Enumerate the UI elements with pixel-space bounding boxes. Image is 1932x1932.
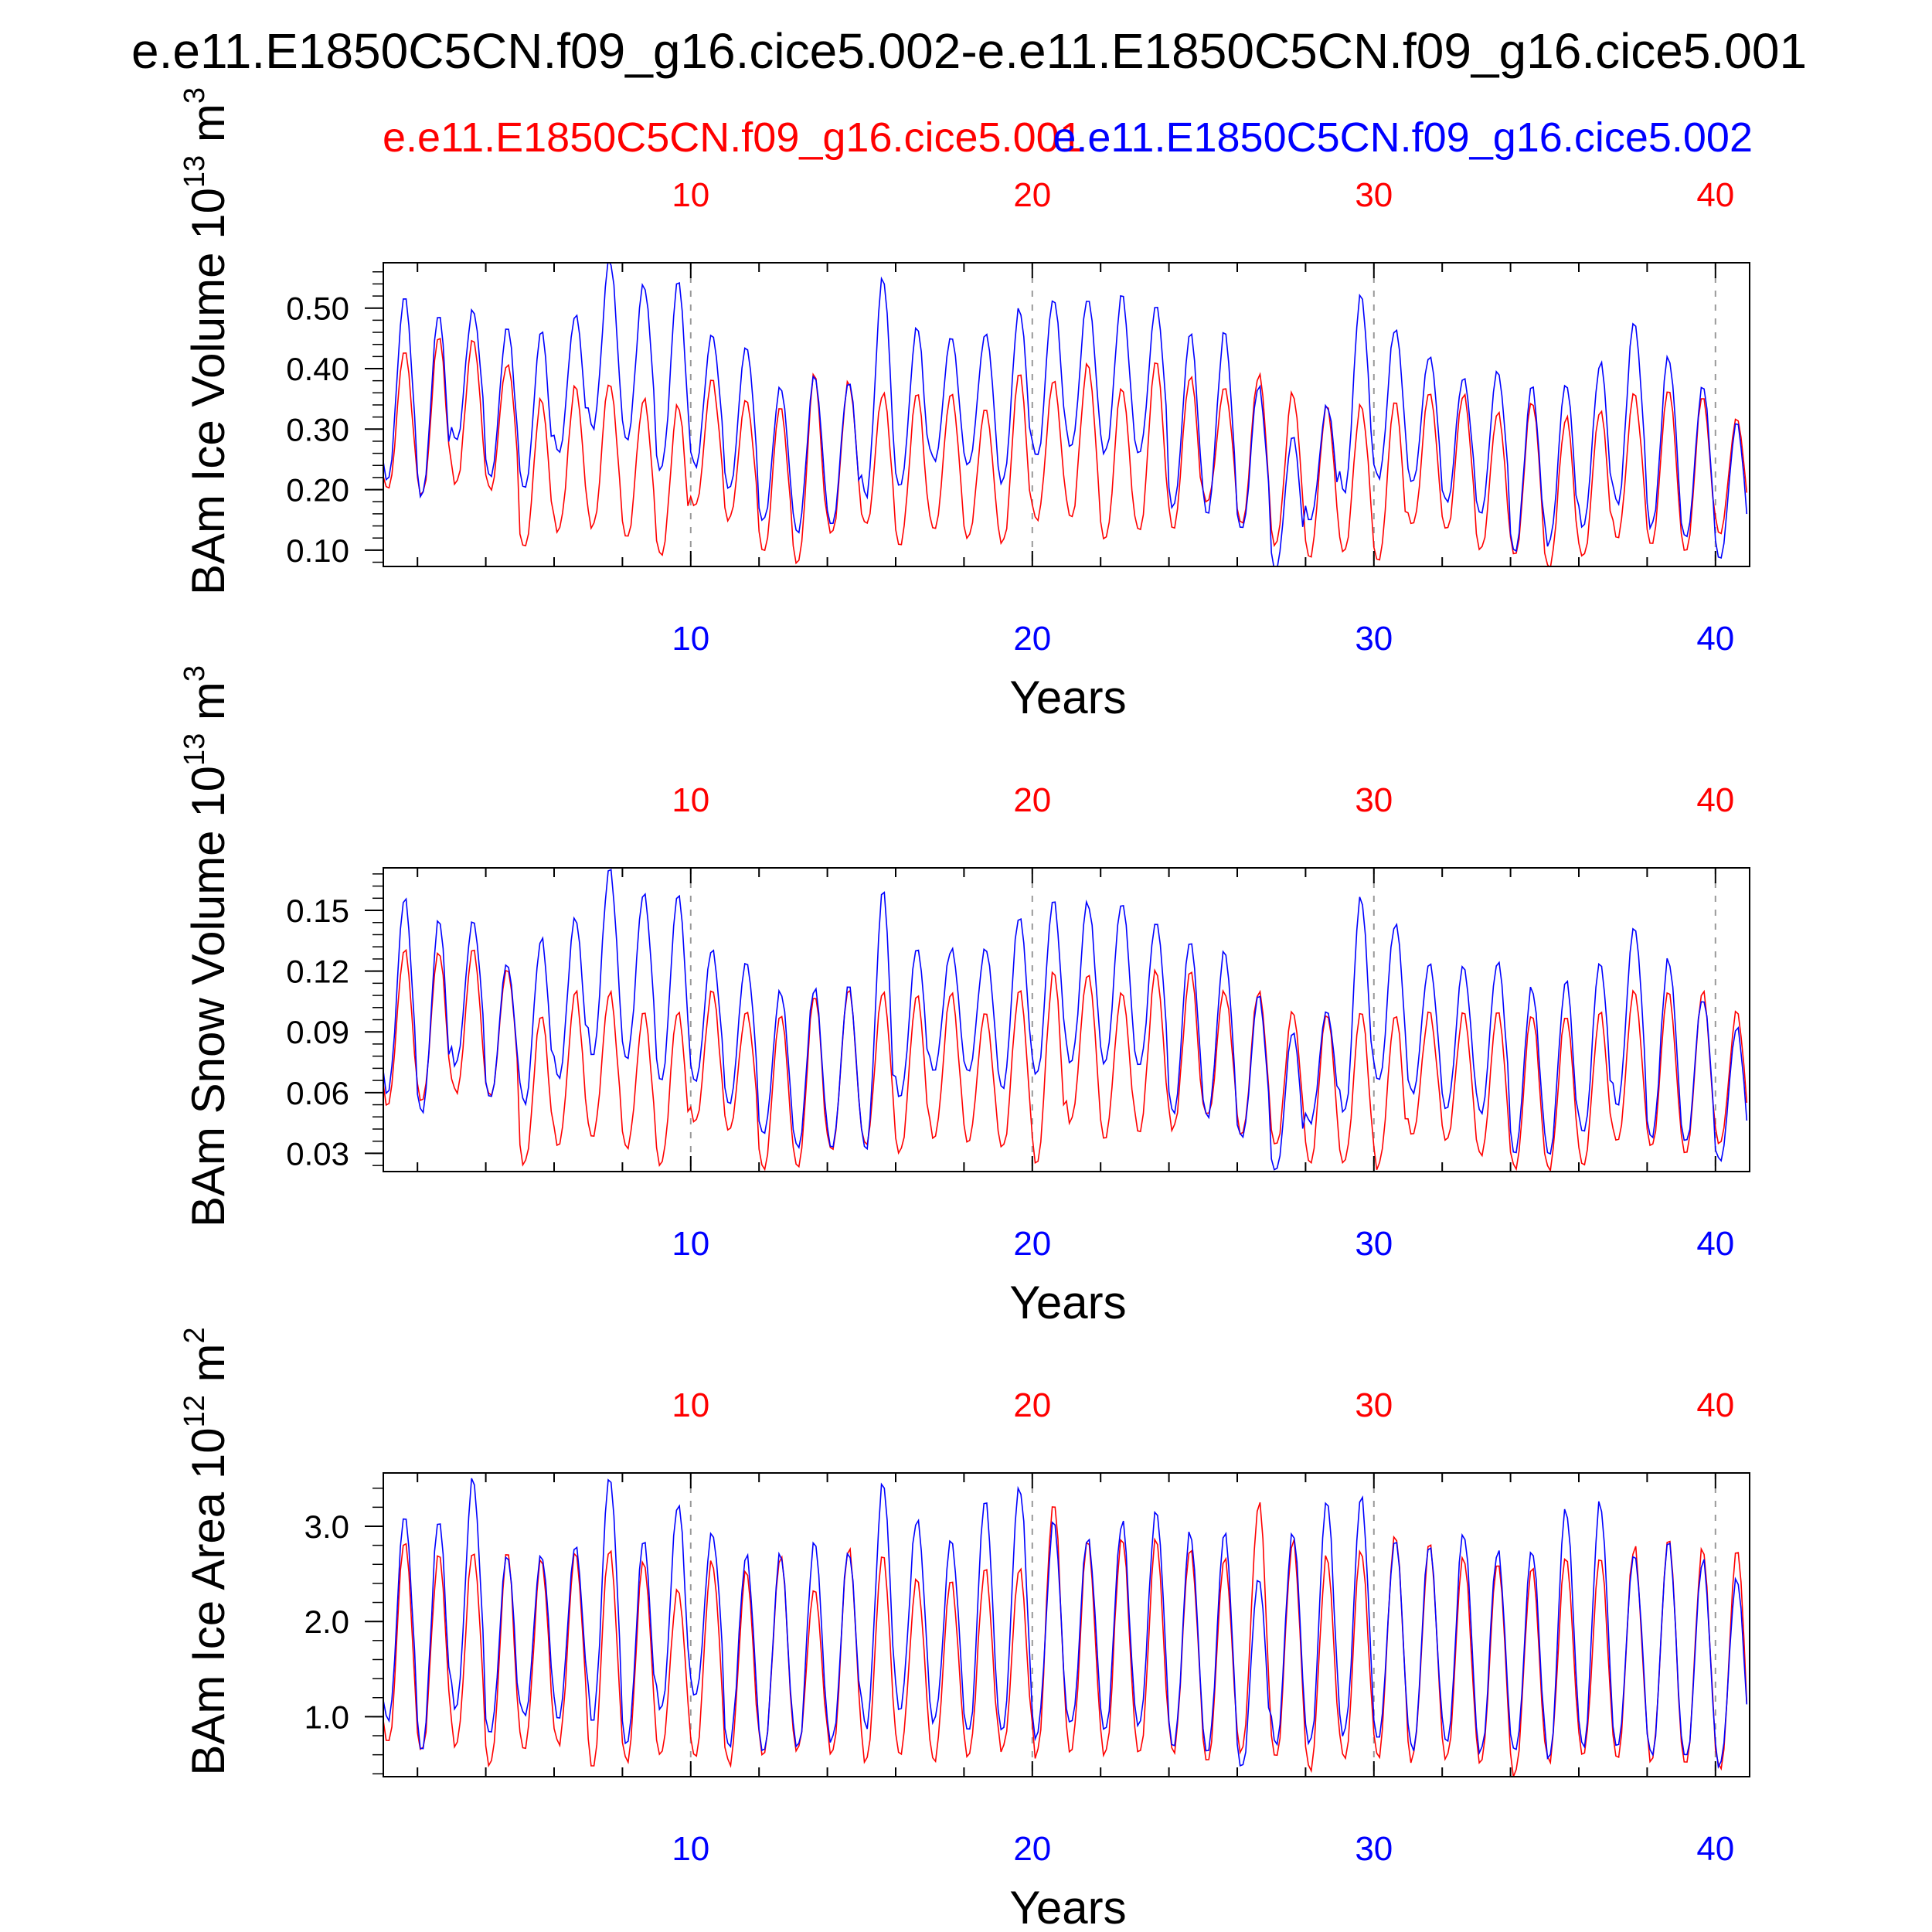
x-top-tick-label: 10 xyxy=(672,781,709,819)
x-top-tick-label: 30 xyxy=(1355,176,1393,214)
y-axis-title-part: BAm Snow Volume 10 xyxy=(182,766,234,1227)
x-top-tick-label: 10 xyxy=(672,176,709,214)
legend-red-label: e.e11.E1850C5CN.f09_g16.cice5.001 xyxy=(383,114,1083,161)
series-line-red xyxy=(383,948,1748,1172)
y-axis-title-part: 13 xyxy=(179,733,211,766)
y-tick-label: 0.10 xyxy=(286,532,349,569)
y-tick-label: 0.06 xyxy=(286,1075,349,1111)
plot-frame xyxy=(383,262,1750,567)
chart-panel-snow-volume: 0.03 0.06 0.09 0.12 0.15 10 10 20 20 30 30 40 40 Year… xyxy=(179,665,1750,1328)
y-tick-label: 0.15 xyxy=(286,893,349,929)
y-tick-label: 0.50 xyxy=(286,291,349,327)
y-tick-label: 0.09 xyxy=(286,1014,349,1050)
series-line-blue xyxy=(383,1478,1748,1770)
y-axis-title: BAm Ice Volume 1013 m3 xyxy=(179,87,234,595)
x-top-tick-label: 10 xyxy=(672,1386,709,1424)
x-axis-title: Years xyxy=(1009,1882,1126,1932)
x-bottom-tick-label: 10 xyxy=(672,1830,709,1868)
x-top-tick-label: 20 xyxy=(1013,1386,1051,1424)
x-bottom-tick-label: 30 xyxy=(1355,1225,1393,1263)
y-tick-label: 0.03 xyxy=(286,1135,349,1172)
x-top-tick-label: 40 xyxy=(1696,781,1734,819)
x-bottom-tick-label: 40 xyxy=(1696,620,1734,658)
y-axis-title-part: 3 xyxy=(179,665,211,682)
x-top-tick-label: 20 xyxy=(1013,781,1051,819)
legend-blue-label: e.e11.E1850C5CN.f09_g16.cice5.002 xyxy=(1053,114,1753,161)
x-top-tick-label: 30 xyxy=(1355,1386,1393,1424)
series-line-red xyxy=(383,1502,1748,1777)
series-line-blue xyxy=(383,263,1748,566)
x-top-tick-label: 40 xyxy=(1696,1386,1734,1424)
y-axis-title-part: 12 xyxy=(179,1395,211,1427)
y-axis-title-part: 13 xyxy=(179,155,211,188)
x-axis-title: Years xyxy=(1009,672,1126,723)
x-axis-title: Years xyxy=(1009,1277,1126,1328)
y-axis-title-part: 2 xyxy=(179,1327,211,1343)
chart-panel-ice-volume: 0.10 0.20 0.30 0.40 0.50 10 10 20 20 30 30 40 40 Year… xyxy=(179,87,1750,723)
x-bottom-tick-label: 10 xyxy=(672,1225,709,1263)
y-tick-label: 1.0 xyxy=(304,1699,349,1735)
series-line-red xyxy=(383,337,1748,566)
y-axis-title-part: m xyxy=(182,104,234,155)
x-bottom-tick-label: 20 xyxy=(1013,1830,1051,1868)
y-tick-label: 0.40 xyxy=(286,351,349,387)
y-tick-label: 0.20 xyxy=(286,472,349,509)
y-axis-title-part: m xyxy=(182,682,234,733)
x-bottom-tick-label: 40 xyxy=(1696,1830,1734,1868)
y-axis-title-part: m xyxy=(182,1343,234,1395)
x-top-tick-label: 40 xyxy=(1696,176,1734,214)
y-tick-label: 0.30 xyxy=(286,411,349,447)
y-axis-title-part: BAm Ice Area 10 xyxy=(182,1427,234,1775)
y-tick-label: 2.0 xyxy=(304,1604,349,1640)
x-bottom-tick-label: 30 xyxy=(1355,620,1393,658)
chart-panel-ice-area: 1.0 2.0 3.0 10 10 20 20 30 30 40 40 Years BAm Ice Ar… xyxy=(179,1327,1750,1932)
x-bottom-tick-label: 20 xyxy=(1013,1225,1051,1263)
y-axis-title: BAm Snow Volume 1013 m3 xyxy=(179,665,234,1227)
panels: 0.10 0.20 0.30 0.40 0.50 10 10 20 20 30 30 40 40 Year… xyxy=(179,87,1750,1932)
x-bottom-tick-label: 30 xyxy=(1355,1830,1393,1868)
x-top-tick-label: 30 xyxy=(1355,781,1393,819)
y-axis-title: BAm Ice Area 1012 m2 xyxy=(179,1327,234,1775)
y-axis-title-part: BAm Ice Volume 10 xyxy=(182,188,234,595)
plot-frame xyxy=(383,1472,1750,1777)
x-bottom-tick-label: 10 xyxy=(672,620,709,658)
x-bottom-tick-label: 40 xyxy=(1696,1225,1734,1263)
y-tick-label: 3.0 xyxy=(304,1509,349,1545)
x-bottom-tick-label: 20 xyxy=(1013,620,1051,658)
x-top-tick-label: 20 xyxy=(1013,176,1051,214)
y-tick-label: 0.12 xyxy=(286,954,349,990)
series-line-blue xyxy=(383,869,1748,1171)
figure-title: e.e11.E1850C5CN.f09_g16.cice5.002-e.e11.… xyxy=(131,23,1807,79)
y-axis-title-part: 3 xyxy=(179,87,211,104)
